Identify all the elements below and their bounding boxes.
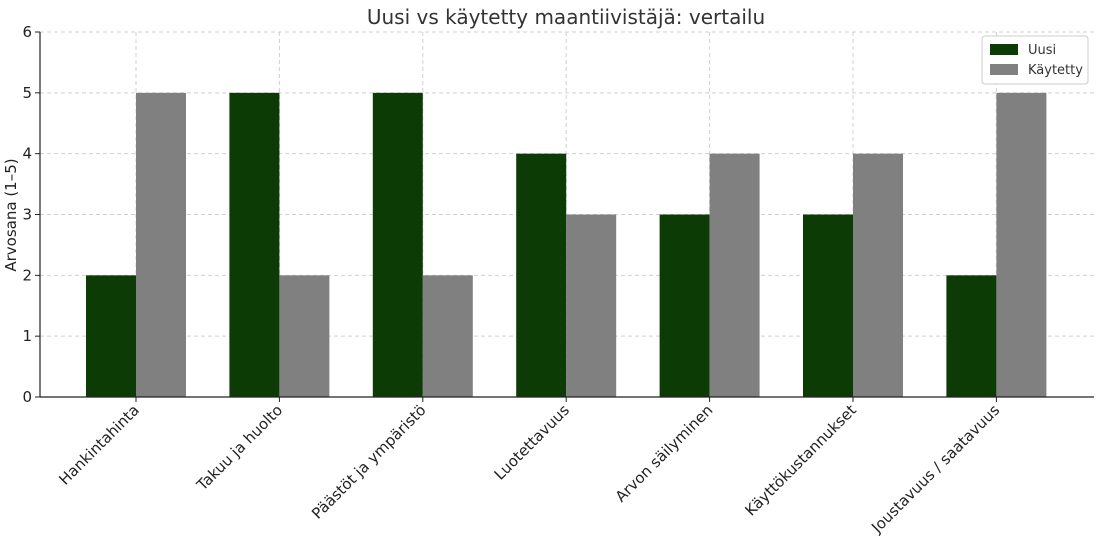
bar	[803, 214, 853, 397]
y-tick-label: 4	[22, 145, 32, 163]
bar	[946, 275, 997, 397]
legend-swatch	[990, 64, 1018, 75]
legend-swatch	[990, 44, 1018, 55]
y-ticks: 0 1 2 3 4 5 6	[22, 23, 40, 406]
legend-label: Käytetty	[1028, 63, 1083, 78]
y-tick-label: 1	[22, 327, 32, 345]
x-tick-label: Joustavuus / saatavuus	[867, 401, 1003, 537]
bar	[853, 153, 903, 397]
y-tick-label: 0	[22, 388, 32, 406]
chart-title: Uusi vs käytetty maantiivistäjä: vertail…	[367, 5, 765, 29]
bar	[422, 275, 473, 397]
x-ticks: Hankintahinta Takuu ja huolto Päästöt ja y…	[55, 397, 1003, 537]
bar	[996, 92, 1047, 397]
y-axis-label: Arvosana (1–5)	[2, 158, 20, 271]
y-tick-label: 3	[22, 206, 32, 224]
bar	[136, 92, 186, 397]
y-tick-label: 5	[22, 84, 32, 102]
legend-label: Uusi	[1028, 43, 1056, 58]
bar	[566, 214, 617, 397]
bar	[279, 275, 330, 397]
x-tick-label: Arvon säilyminen	[612, 401, 717, 506]
y-tick-label: 6	[22, 23, 32, 41]
x-tick-label: Takuu ja huolto	[193, 401, 287, 495]
bar	[229, 92, 280, 397]
x-tick-label: Luotettavuus	[491, 401, 574, 484]
bar	[372, 92, 423, 397]
legend[interactable]: Uusi Käytetty	[981, 35, 1089, 85]
y-tick-label: 2	[22, 266, 32, 284]
bar	[516, 153, 567, 397]
bar	[659, 214, 710, 397]
x-tick-label: Hankintahinta	[55, 401, 142, 488]
bars	[86, 92, 1047, 397]
x-tick-label: Käyttökustannukset	[741, 401, 859, 519]
bar	[709, 153, 760, 397]
bar	[86, 275, 136, 397]
x-tick-label: Päästöt ja ympäristö	[308, 401, 430, 523]
